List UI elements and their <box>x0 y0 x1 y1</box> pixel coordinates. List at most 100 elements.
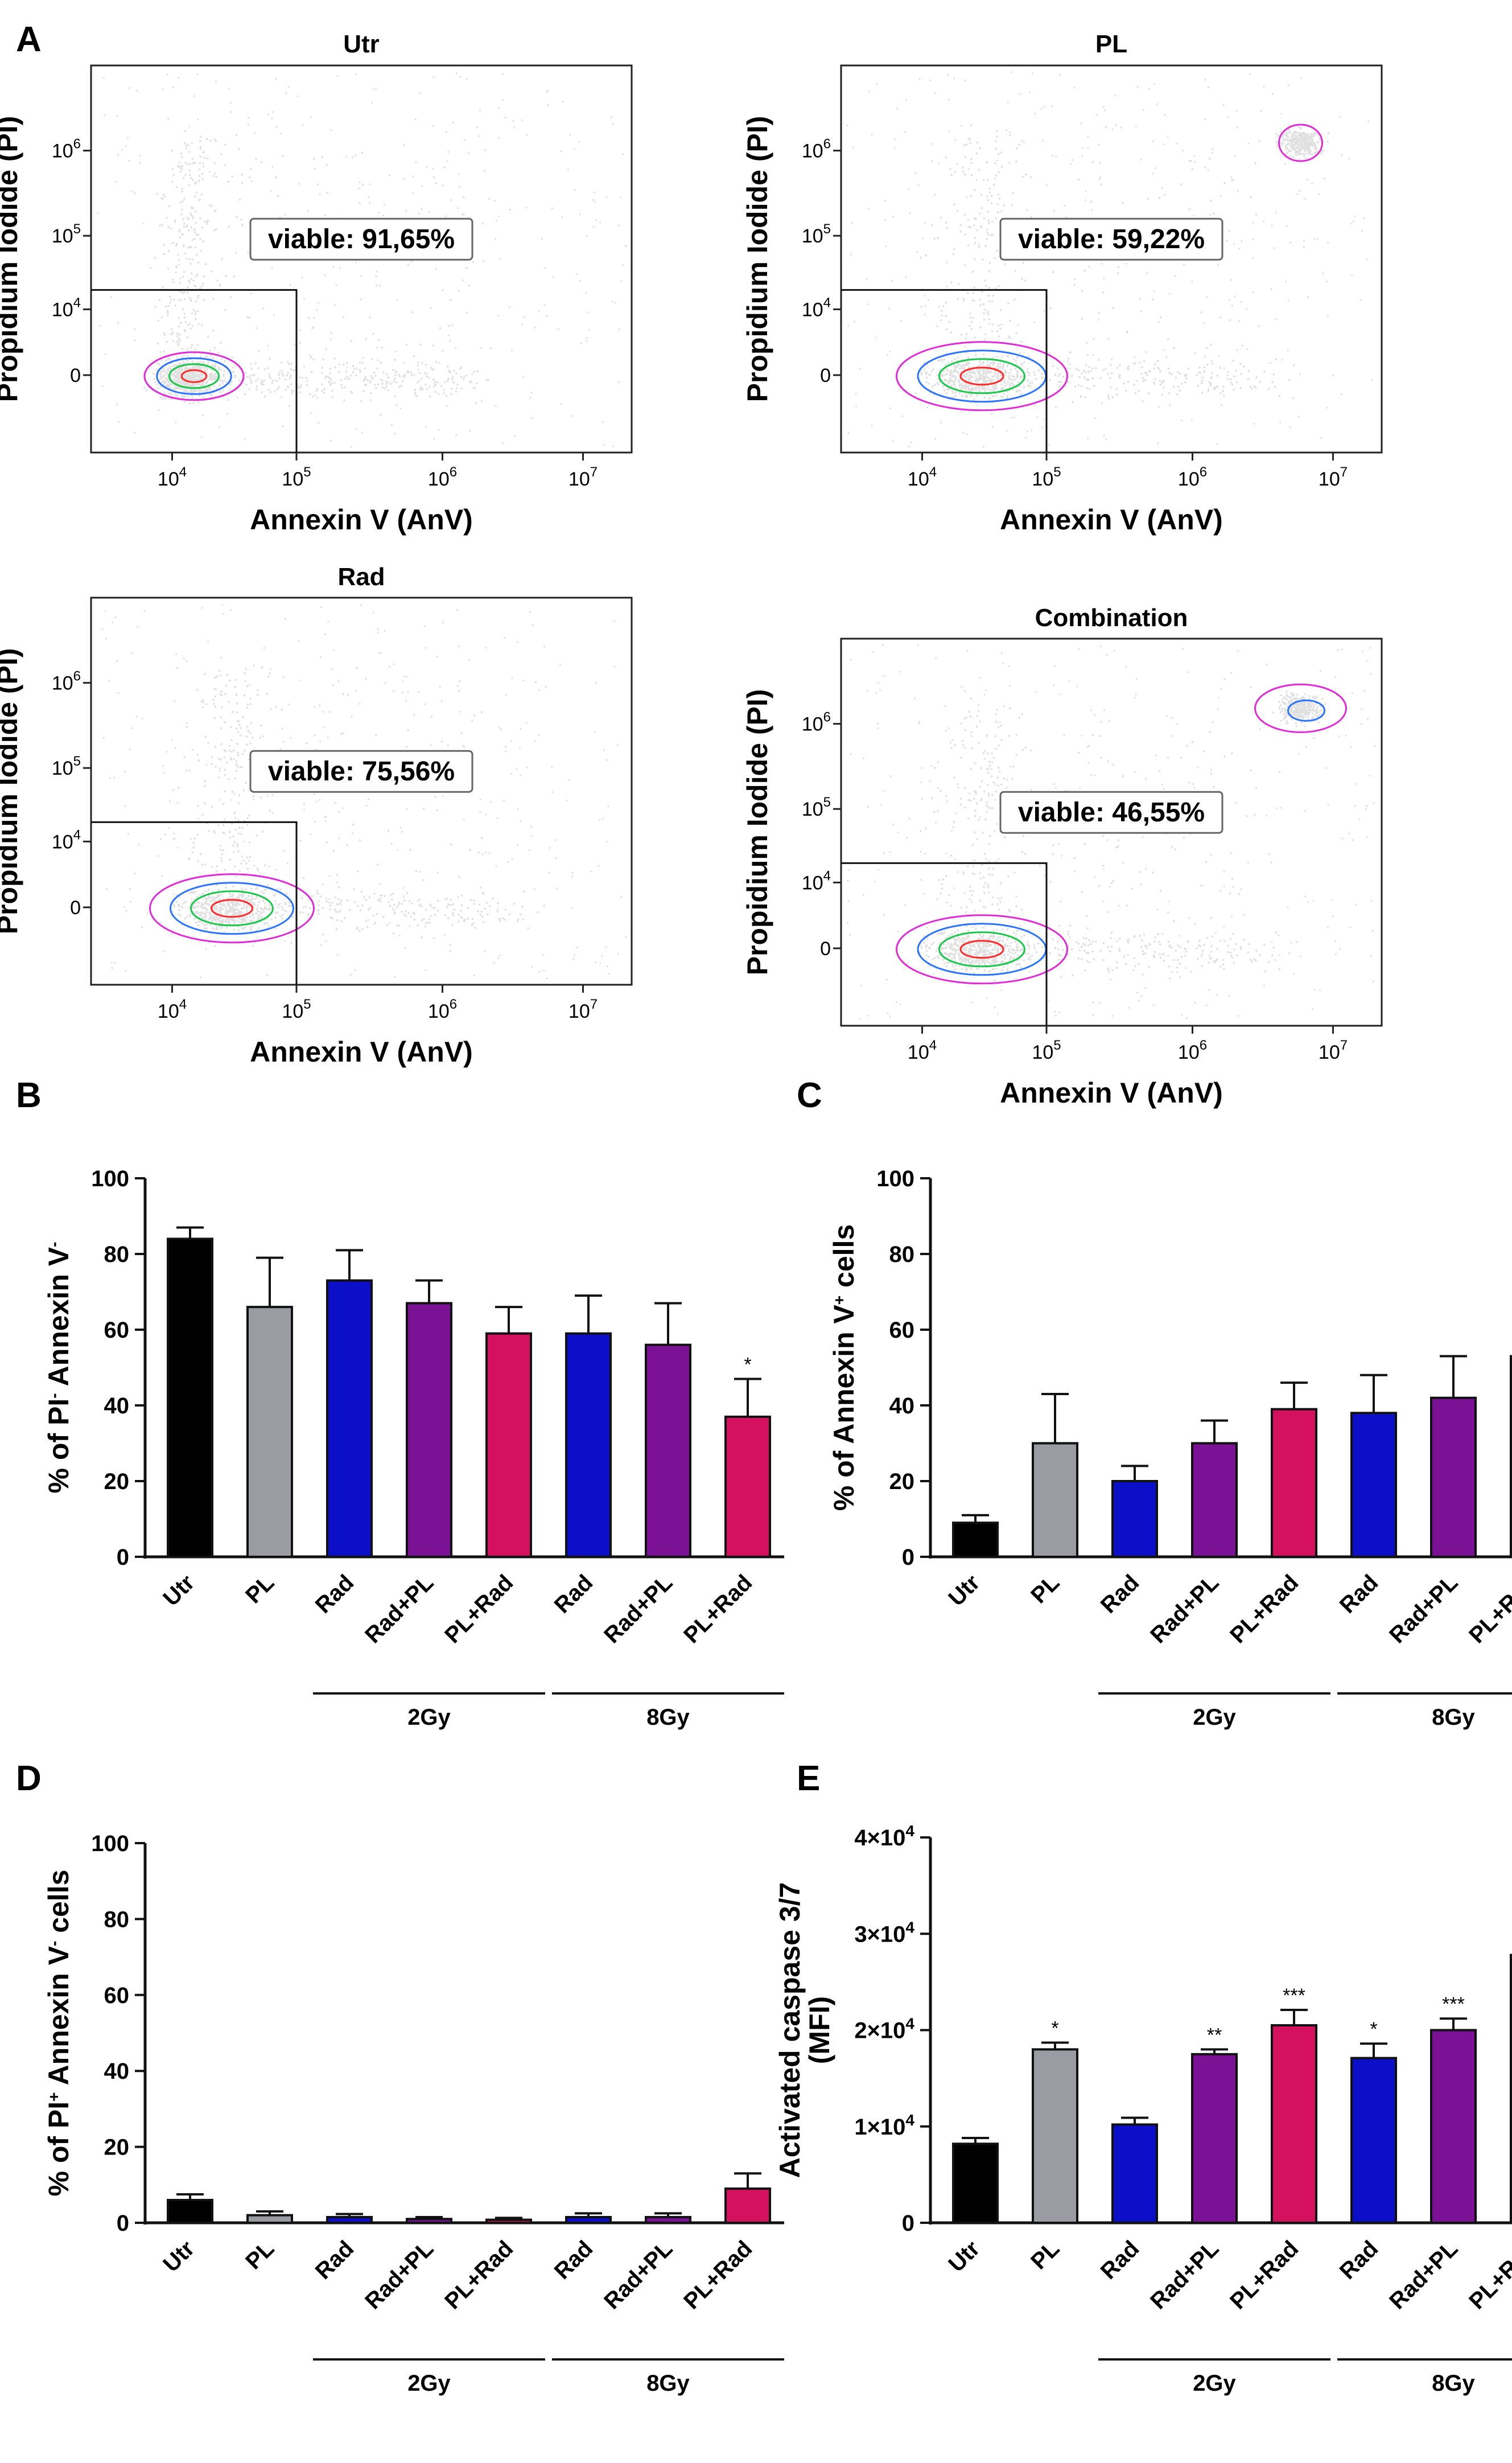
scatter-dot <box>1352 220 1354 223</box>
scatter-dot <box>177 342 180 345</box>
scatter-dot <box>188 125 191 128</box>
scatter-dot <box>453 369 456 372</box>
scatter-dot <box>308 899 311 902</box>
scatter-dot <box>1093 338 1095 340</box>
scatter-dot <box>440 385 443 388</box>
scatter-dot <box>373 893 376 895</box>
scatter-dot <box>237 802 240 804</box>
scatter-dot <box>281 396 283 398</box>
scatter-dot <box>459 76 462 78</box>
scatter-dot <box>321 372 323 374</box>
scatter-dot <box>543 304 546 306</box>
scatter-dot <box>160 380 163 383</box>
scatter-dot <box>1054 374 1057 376</box>
scatter-dot <box>1101 263 1103 265</box>
scatter-dot <box>193 352 196 355</box>
scatter-dot <box>996 203 999 205</box>
scatter-dot <box>121 149 123 151</box>
scatter-dot <box>174 372 176 374</box>
scatter-dot <box>290 905 292 907</box>
scatter-dot <box>241 907 244 910</box>
scatter-dot <box>1018 143 1020 146</box>
scatter-dot <box>206 380 208 383</box>
scatter-dot <box>1003 379 1006 381</box>
scatter-dot <box>374 375 377 377</box>
scatter-dot <box>961 383 963 385</box>
scatter-dot <box>974 236 977 239</box>
scatter-dot <box>947 73 949 76</box>
scatter-dot <box>183 316 186 319</box>
scatter-dot <box>417 924 419 927</box>
scatter-dot <box>256 929 258 931</box>
scatter-dot <box>184 320 187 323</box>
scatter-dot <box>1313 237 1316 240</box>
scatter-dot <box>236 897 238 899</box>
scatter-dot <box>455 390 458 393</box>
scatter-dot <box>1162 380 1165 382</box>
scatter-dot <box>182 244 185 246</box>
scatter-dot <box>995 217 997 220</box>
scatter-dot <box>191 373 193 375</box>
scatter-dot <box>995 394 998 397</box>
scatter-dot <box>1327 241 1329 244</box>
scatter-dot <box>1088 388 1091 390</box>
scatter-dot <box>250 722 253 725</box>
scatter-dot <box>969 384 971 386</box>
scatter-dot <box>1246 348 1249 350</box>
scatter-dot <box>972 388 974 391</box>
scatter-dot <box>1168 293 1171 295</box>
scatter-dot <box>115 180 118 183</box>
scatter-dot <box>376 346 378 349</box>
scatter-dot <box>250 895 253 898</box>
scatter-dot <box>232 893 234 895</box>
scatter-dot <box>229 383 232 385</box>
scatter-dot <box>1105 438 1107 440</box>
scatter-dot <box>1174 275 1177 278</box>
scatter-dot <box>940 374 943 376</box>
scatter-dot <box>145 389 148 392</box>
scatter-dot <box>1304 136 1307 138</box>
scatter-dot <box>425 908 427 911</box>
scatter-dot <box>451 375 454 378</box>
scatter-dot <box>249 742 252 745</box>
scatter-dot <box>983 319 986 321</box>
scatter-dot <box>1027 379 1029 382</box>
scatter-dot <box>172 278 174 281</box>
scatter-dot <box>232 844 235 847</box>
scatter-dot <box>405 343 407 346</box>
scatter-dot <box>195 253 198 256</box>
scatter-dot <box>986 386 988 389</box>
scatter-dot <box>988 378 991 381</box>
scatter-dot <box>240 862 243 865</box>
scatter-dot <box>992 389 995 392</box>
scatter-dot <box>1272 373 1275 376</box>
scatter-dot <box>1004 384 1007 387</box>
scatter-dot <box>1309 151 1312 153</box>
scatter-dot <box>156 192 158 195</box>
scatter-dot <box>900 320 903 322</box>
scatter-dot <box>338 363 340 365</box>
scatter-dot <box>246 706 249 709</box>
scatter-dot <box>166 310 169 312</box>
scatter-dot <box>179 340 182 342</box>
scatter-dot <box>377 383 379 386</box>
scatter-dot <box>956 163 958 165</box>
scatter-dot <box>234 865 236 867</box>
scatter-dot <box>310 116 312 118</box>
scatter-dot <box>1148 88 1151 90</box>
scatter-dot <box>611 300 613 302</box>
scatter-dot <box>998 198 1001 200</box>
scatter-dot <box>174 219 176 221</box>
scatter-dot <box>187 291 189 294</box>
scatter-dot <box>979 326 982 328</box>
scatter-dot <box>951 360 953 363</box>
scatter-dot <box>179 170 182 173</box>
scatter-dot <box>1233 375 1235 378</box>
scatter-dot <box>288 363 290 365</box>
scatter-dot <box>959 224 962 227</box>
scatter-dot <box>1249 385 1252 388</box>
scatter-dot <box>421 919 423 922</box>
scatter-dot <box>1263 371 1266 373</box>
scatter-dot <box>307 210 310 212</box>
scatter-dot <box>156 387 159 389</box>
